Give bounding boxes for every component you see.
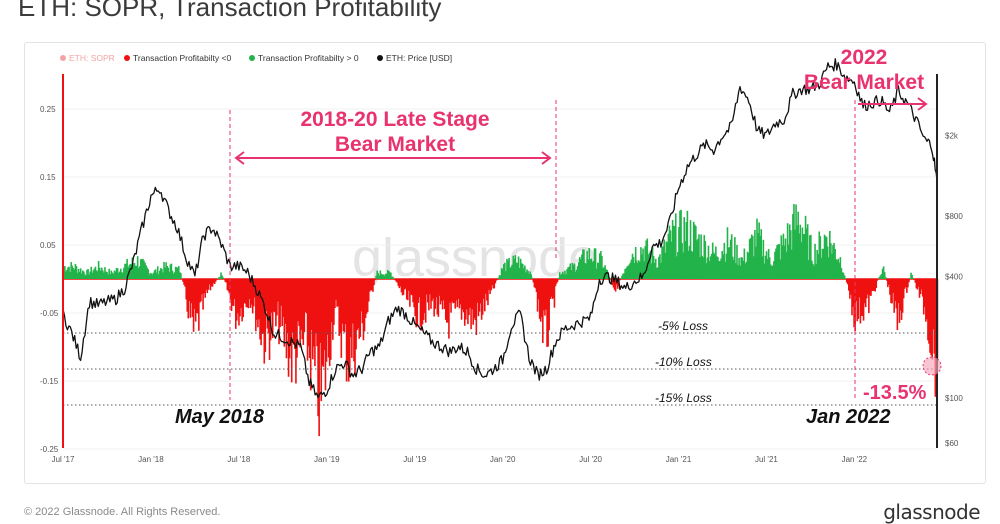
profitability-bar	[374, 279, 376, 280]
x-tick-label: Jan '18	[138, 455, 164, 464]
y-right-tick-label: $800	[945, 212, 963, 221]
legend: ETH: SOPR Transaction Profitabilty <0 Tr…	[60, 53, 452, 63]
y-left-tick-label: -0.25	[40, 445, 59, 454]
legend-dot-sopr	[60, 55, 66, 61]
x-tick-label: Jan '19	[314, 455, 340, 464]
x-tick-label: Jul '18	[227, 455, 250, 464]
profitability-bar	[531, 278, 533, 279]
profitability-bar	[216, 279, 218, 280]
profitability-bar	[878, 279, 880, 280]
x-tick-label: Jan '21	[666, 455, 692, 464]
y-left-tick-label: 0.05	[40, 241, 56, 250]
loss-level-label: -5% Loss	[658, 319, 708, 333]
current-value-label: -13.5%	[863, 382, 927, 404]
current-value-marker	[923, 357, 941, 375]
y-right-tick-label: $2k	[945, 132, 959, 141]
y-right-tick-label: $400	[945, 273, 963, 282]
may-2018-label: May 2018	[175, 406, 265, 428]
y-right-tick-label: $60	[945, 439, 959, 448]
bear-2022-label-line1: 2022	[841, 46, 888, 69]
legend-label-sopr: ETH: SOPR	[69, 53, 115, 63]
x-tick-label: Jan '22	[842, 455, 868, 464]
y-left-tick-label: 0.15	[40, 173, 56, 182]
x-tick-label: Jan '20	[490, 455, 516, 464]
bear-2018-label-line1: 2018-20 Late Stage	[300, 108, 489, 131]
y-right-tick-label: $100	[945, 394, 963, 403]
profitability-bar	[180, 273, 182, 279]
y-left-tick-label: -0.05	[40, 309, 59, 318]
loss-level-label: -10% Loss	[655, 355, 712, 369]
bear-2018-label-line2: Bear Market	[335, 133, 455, 156]
x-tick-label: Jul '19	[403, 455, 426, 464]
jan-2022-label: Jan 2022	[806, 406, 891, 428]
legend-dot-positive	[249, 55, 255, 61]
legend-dot-price	[377, 55, 383, 61]
x-tick-label: Jul '20	[579, 455, 602, 464]
bear-2022-label-line2: Bear Market	[804, 71, 924, 94]
y-left-tick-label: 0.25	[40, 105, 56, 114]
x-tick-label: Jul '17	[52, 455, 75, 464]
profitability-bar	[557, 279, 559, 282]
profitability-bar	[908, 279, 910, 282]
legend-dot-negative	[124, 55, 130, 61]
profitability-bar	[497, 279, 499, 280]
x-tick-label: Jul '21	[755, 455, 778, 464]
profitability-bar	[222, 277, 224, 279]
y-left-tick-label: -0.15	[40, 377, 59, 386]
legend-label-negative: Transaction Profitabilty <0	[133, 53, 231, 63]
profitability-bar	[912, 278, 914, 279]
profitability-bar	[885, 277, 887, 279]
loss-levels: -5% Loss -10% Loss -15% Loss	[63, 319, 937, 405]
legend-label-positive: Transaction Profitabilty > 0	[258, 53, 359, 63]
legend-label-price: ETH: Price [USD]	[386, 53, 452, 63]
loss-level-label: -15% Loss	[655, 391, 712, 405]
profitability-bar	[845, 278, 847, 279]
